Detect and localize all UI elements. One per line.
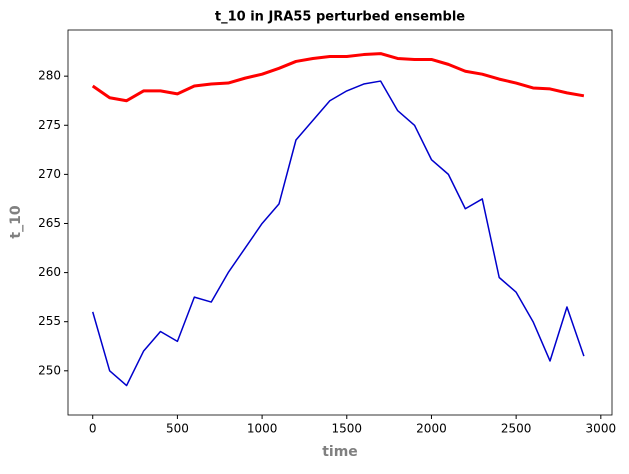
chart-title: t_10 in JRA55 perturbed ensemble <box>215 10 465 25</box>
y-axis-label: t_10 <box>8 205 24 238</box>
x-tick-label: 1500 <box>332 422 363 436</box>
x-tick-label: 2000 <box>416 422 447 436</box>
x-tick-label: 3000 <box>586 422 617 436</box>
y-tick-label: 270 <box>38 167 61 181</box>
series-line <box>91 52 585 103</box>
series-line <box>92 80 585 387</box>
x-axis-label: time <box>322 444 358 460</box>
x-tick-label: 500 <box>166 422 189 436</box>
y-tick-label: 255 <box>38 314 61 328</box>
y-tick-label: 265 <box>38 216 61 230</box>
y-tick-label: 275 <box>38 118 61 132</box>
plot-frame <box>67 29 613 416</box>
y-tick-label: 250 <box>38 363 61 377</box>
x-tick-label: 1000 <box>247 422 278 436</box>
y-tick-label: 260 <box>38 265 61 279</box>
y-tick-label: 280 <box>38 69 61 83</box>
x-tick-label: 2500 <box>501 422 532 436</box>
x-tick-label: 0 <box>89 422 97 436</box>
